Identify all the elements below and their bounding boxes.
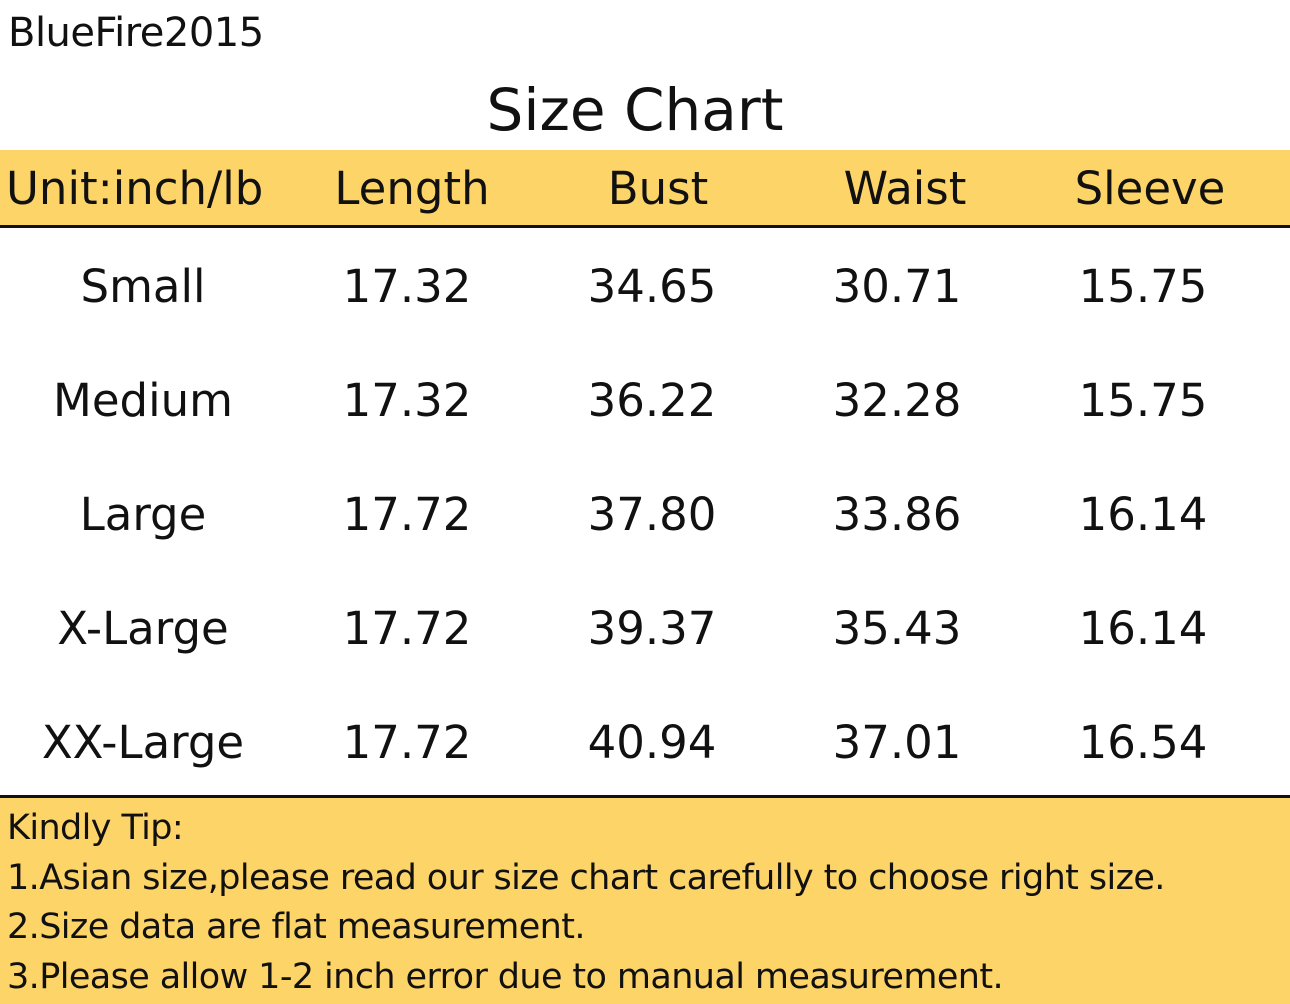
cell-waist: 35.43 <box>832 602 962 655</box>
tip-item: 3.Please allow 1-2 inch error due to man… <box>7 957 1004 997</box>
cell-length: 17.72 <box>342 716 472 769</box>
cell-length: 17.72 <box>342 602 472 655</box>
tips-box: Kindly Tip: 1.Asian size,please read our… <box>0 795 1290 1004</box>
tips-heading: Kindly Tip: <box>7 808 184 848</box>
cell-sleeve: 15.75 <box>1078 374 1208 427</box>
cell-size: Medium <box>53 374 233 427</box>
table-row: X-Large 17.72 39.37 35.43 16.14 <box>0 604 1290 654</box>
cell-sleeve: 16.54 <box>1078 716 1208 769</box>
cell-waist: 30.71 <box>832 260 962 313</box>
cell-waist: 33.86 <box>832 488 962 541</box>
table-header: Unit:inch/lb Length Bust Waist Sleeve <box>0 150 1290 228</box>
cell-length: 17.32 <box>342 374 472 427</box>
table-row: XX-Large 17.72 40.94 37.01 16.54 <box>0 718 1290 768</box>
header-sleeve: Sleeve <box>1074 162 1226 215</box>
header-unit: Unit:inch/lb <box>6 162 264 215</box>
cell-size: Large <box>79 488 207 541</box>
cell-sleeve: 16.14 <box>1078 488 1208 541</box>
tip-item: 1.Asian size,please read our size chart … <box>7 858 1165 898</box>
header-length: Length <box>334 162 490 215</box>
tip-item: 2.Size data are flat measurement. <box>7 907 586 947</box>
brand-name: BlueFire2015 <box>8 10 264 56</box>
cell-waist: 32.28 <box>832 374 962 427</box>
cell-bust: 39.37 <box>587 602 717 655</box>
table-row: Small 17.32 34.65 30.71 15.75 <box>0 262 1290 312</box>
cell-bust: 40.94 <box>587 716 717 769</box>
cell-bust: 34.65 <box>587 260 717 313</box>
cell-length: 17.32 <box>342 260 472 313</box>
cell-sleeve: 15.75 <box>1078 260 1208 313</box>
cell-waist: 37.01 <box>832 716 962 769</box>
cell-sleeve: 16.14 <box>1078 602 1208 655</box>
table-row: Large 17.72 37.80 33.86 16.14 <box>0 490 1290 540</box>
cell-size: XX-Large <box>41 716 245 769</box>
header-bust: Bust <box>607 162 709 215</box>
header-waist: Waist <box>843 162 967 215</box>
table-row: Medium 17.32 36.22 32.28 15.75 <box>0 376 1290 426</box>
cell-bust: 36.22 <box>587 374 717 427</box>
cell-bust: 37.80 <box>587 488 717 541</box>
cell-size: X-Large <box>57 602 229 655</box>
cell-size: Small <box>80 260 206 313</box>
page-title: Size Chart <box>486 76 784 144</box>
cell-length: 17.72 <box>342 488 472 541</box>
